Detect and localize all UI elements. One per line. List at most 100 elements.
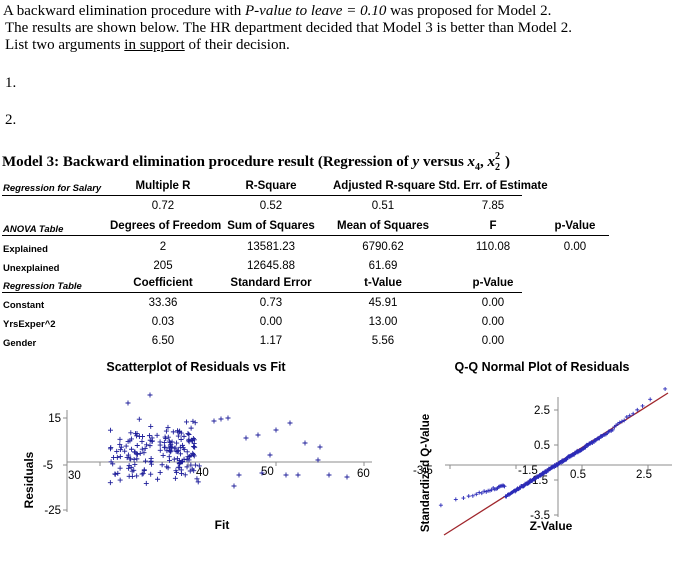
scatter-point <box>171 445 177 451</box>
scatter-point <box>117 454 123 460</box>
anova-label: ANOVA Table <box>3 224 64 235</box>
scatter-point <box>148 458 154 464</box>
explained-ms: 6790.62 <box>362 241 404 253</box>
scatter-point <box>170 429 176 435</box>
qq-point <box>474 492 479 497</box>
scatter-point <box>132 461 138 467</box>
header-coefficient: Coefficient <box>133 277 193 289</box>
qq-xtick-label-2-5: 2.5 <box>636 469 652 481</box>
qq-point <box>453 497 458 502</box>
scatter-point <box>129 446 135 452</box>
qq-xtick-label-neg3-5: -3.5 <box>413 465 433 477</box>
scatter-point <box>117 477 123 483</box>
scatter-point <box>161 440 167 446</box>
scatter-point <box>140 471 146 477</box>
scatter-point <box>155 476 161 482</box>
constant-coef: 33.36 <box>148 297 178 309</box>
scatter-point <box>114 448 120 454</box>
scatter-point <box>139 471 145 477</box>
header-p-value: p-Value <box>554 220 596 232</box>
scatter-point <box>126 465 132 471</box>
qq-point <box>610 427 615 432</box>
qq-point <box>640 403 645 408</box>
scatter-point <box>123 443 129 449</box>
gender-coef: 6.50 <box>151 335 175 347</box>
qq-title: Q-Q Normal Plot of Residuals <box>454 360 629 374</box>
header-t-value: t-Value <box>364 277 402 289</box>
scatter-point <box>157 442 163 448</box>
scatter-point <box>180 458 186 464</box>
header-adjusted-r-square: Adjusted R-square <box>333 180 436 192</box>
qq-point <box>619 419 624 424</box>
qq-ytick-label-neg3-5: -3.5 <box>530 510 550 522</box>
answer-item-1: 1. <box>5 75 17 91</box>
scatter-point <box>127 438 133 444</box>
scatter-point <box>191 443 197 449</box>
scatter-point <box>118 444 124 450</box>
scatter-points <box>107 392 350 489</box>
qq-point <box>583 445 588 450</box>
scatter-xtick-label-50: 50 <box>261 466 274 478</box>
scatter-point <box>159 462 165 468</box>
qq-ylabel: Standardized Q-Value <box>420 414 432 532</box>
row-label-unexplained: Unexplained <box>3 263 60 274</box>
qq-xtick-label-0-5: 0.5 <box>570 469 586 481</box>
scatter-point <box>184 449 190 455</box>
scatter-point <box>133 431 139 437</box>
qq-point <box>502 484 507 489</box>
scatter-point <box>182 472 188 478</box>
qq-point <box>477 490 482 495</box>
scatter-point <box>186 457 192 463</box>
scatter-point <box>167 449 173 455</box>
scatter-point <box>273 427 279 433</box>
scatter-point <box>191 468 197 474</box>
scatter-point <box>136 416 142 422</box>
answer-item-2: 2. <box>5 112 17 128</box>
anova-header-rule <box>2 235 609 236</box>
scatter-point <box>107 480 113 486</box>
scatter-point <box>184 464 190 470</box>
residual-scatterplot: Scatterplot of Residuals vs Fit Residual… <box>22 360 372 532</box>
qq-point <box>635 407 640 412</box>
scatter-point <box>149 438 155 444</box>
scatter-point <box>163 428 169 434</box>
constant-se: 0.73 <box>259 297 283 309</box>
header-std-err: Std. Err. of Estimate <box>438 180 548 192</box>
scatter-ytick-label-neg5: -5 <box>43 460 53 472</box>
regression-header-rule <box>2 195 522 196</box>
scatter-point <box>115 470 121 476</box>
explained-df: 2 <box>159 241 167 253</box>
scatter-point <box>131 449 137 455</box>
scatter-point <box>194 476 200 482</box>
qq-point <box>663 386 668 391</box>
qq-points <box>438 386 668 508</box>
scatter-point <box>175 448 181 454</box>
scatter-point <box>267 452 273 458</box>
scatter-point <box>117 442 123 448</box>
scatter-point <box>125 452 131 458</box>
scatter-xlabel: Fit <box>215 518 230 532</box>
scatter-point <box>188 425 194 431</box>
header-coef-p-value: p-Value <box>472 277 514 289</box>
scatter-point <box>148 471 154 477</box>
gender-t: 5.56 <box>371 335 395 347</box>
scatter-point <box>302 440 308 446</box>
scatter-title: Scatterplot of Residuals vs Fit <box>106 360 286 374</box>
scatter-point <box>117 465 123 471</box>
scatter-point <box>211 418 217 424</box>
explained-f: 110.08 <box>475 241 511 253</box>
scatter-point <box>255 432 261 438</box>
scatter-point <box>169 439 175 445</box>
scatter-point <box>162 434 168 440</box>
scatter-point <box>287 420 293 426</box>
scatter-point <box>147 437 153 443</box>
scatter-point <box>196 463 202 469</box>
header-r-square: R-Square <box>245 180 297 192</box>
scatter-point <box>176 458 182 464</box>
scatter-point <box>315 457 321 463</box>
scatter-point <box>295 472 301 478</box>
row-label-explained: Explained <box>3 244 48 255</box>
scatter-point <box>128 464 134 470</box>
scatter-point <box>143 458 149 464</box>
scatter-point <box>259 470 265 476</box>
